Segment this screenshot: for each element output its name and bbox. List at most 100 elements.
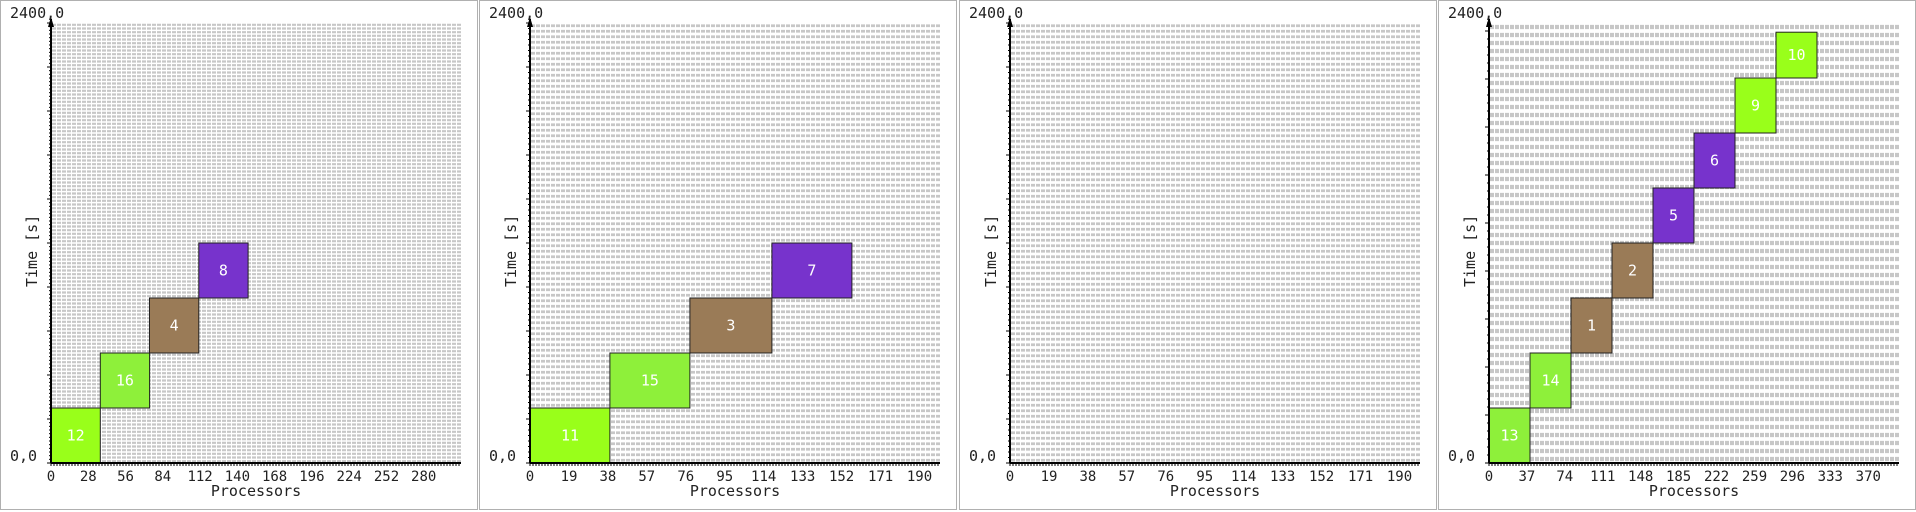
job-label: 13 [1500,427,1518,445]
x-tick-label: 133 [1270,469,1295,485]
job-label: 15 [641,372,659,390]
job-label: 3 [726,317,735,335]
job-label: 2 [1628,262,1637,280]
x-tick-label: 0 [1485,469,1493,485]
job-label: 10 [1787,46,1805,64]
chart-panel-3: 0 19 38 57 76 95 114 133 152 171 190 2400,0 0,0 Time … [959,0,1437,510]
job-box-14 [1529,352,1572,409]
grid-rows [52,23,461,463]
x-tick-label: 333 [1818,469,1843,485]
x-tick-label: 171 [868,469,893,485]
grid-rows [531,24,940,462]
origin-label: 0,0 [1448,447,1476,465]
y-axis-label: Time [s] [1461,214,1479,287]
job-label: 4 [170,317,179,335]
x-tick-label: 74 [1556,469,1573,485]
job-box-16 [99,352,151,409]
y-max-label: 2400,0 [1448,4,1503,22]
job-label: 1 [1587,317,1596,335]
x-tick-label: 112 [187,469,212,485]
x-tick-label: 190 [1387,469,1412,485]
x-tick-label: 76 [677,469,694,485]
y-max-label: 2400,0 [969,4,1024,22]
x-axis-label: Processors [210,482,302,500]
job-box-8 [198,242,249,299]
x-tick-label: 196 [299,469,324,485]
chart-svg: 0 19 38 57 76 95 114 133 152 171 190 [1006,17,1420,485]
x-axis-label: Processors [1169,482,1261,500]
job-label: 14 [1541,372,1559,390]
y-axis-arrow [1007,17,1013,27]
job-label: 16 [116,372,134,390]
chart-panel-4: 13 14 1 2 5 6 9 10 0 37 74 111 148 185 222 259 296 333 370… [1438,0,1916,510]
x-tick-label: 370 [1856,469,1881,485]
x-axis-label: Processors [689,482,781,500]
origin-label: 0,0 [489,447,517,465]
x-tick-label: 140 [225,469,250,485]
x-tick-label: 111 [1590,469,1615,485]
x-tick-label: 28 [80,469,97,485]
chart-svg: 11 15 3 7 0 19 38 57 76 95 114 133 152 171 190 [526,17,940,485]
y-axis-label: Time [s] [23,214,41,287]
job-box-1 [1570,297,1613,354]
y-axis-arrow [527,17,533,27]
x-axis-label: Processors [1648,482,1740,500]
job-box-9 [1734,77,1777,134]
x-tick-label: 133 [790,469,815,485]
y-max-label: 2400,0 [489,4,544,22]
x-tick-label: 19 [1041,469,1058,485]
job-label: 12 [67,427,85,445]
x-tick-label: 0 [1006,469,1014,485]
x-tick-label: 259 [1742,469,1767,485]
x-tick-label: 222 [1704,469,1729,485]
grid-rows [1011,24,1420,462]
x-tick-label: 148 [1628,469,1653,485]
x-tick-label: 224 [337,469,362,485]
job-label: 6 [1710,152,1719,170]
job-box-5 [1652,187,1695,244]
x-tick-label: 19 [561,469,578,485]
x-tick-label: 76 [1157,469,1174,485]
x-tick-label: 152 [1309,469,1334,485]
y-axis-label: Time [s] [982,214,1000,287]
x-tick-label: 296 [1780,469,1805,485]
chart-svg: 13 14 1 2 5 6 9 10 0 37 74 111 148 185 222 259 296 333 370 [1485,17,1899,485]
x-tick-label: 57 [1118,469,1135,485]
grid-rows [1490,24,1899,462]
y-max-label: 2400,0 [10,4,65,22]
x-tick-label: 252 [374,469,399,485]
x-tick-label: 56 [117,469,134,485]
x-tick-label: 38 [1079,469,1096,485]
y-axis-label: Time [s] [502,214,520,287]
x-tick-label: 114 [1231,469,1256,485]
x-tick-label: 84 [154,469,171,485]
x-tick-label: 38 [599,469,616,485]
x-tick-label: 190 [907,469,932,485]
job-box-4 [149,297,200,354]
job-box-2 [1611,242,1654,299]
job-box-3 [689,297,773,354]
x-tick-label: 0 [526,469,534,485]
x-tick-label: 171 [1348,469,1373,485]
x-tick-label: 280 [411,469,436,485]
x-tick-label: 185 [1666,469,1691,485]
x-tick-label: 152 [829,469,854,485]
job-box-15 [609,352,691,409]
x-tick-label: 114 [751,469,776,485]
x-tick-label: 95 [1196,469,1213,485]
x-tick-label: 57 [638,469,655,485]
x-tick-label: 95 [716,469,733,485]
y-axis-arrow [48,17,54,27]
job-label: 11 [561,427,579,445]
chart-svg: 12 16 4 8 0 28 56 84 112 140 168 196 224 252 280 [47,17,461,485]
job-label: 5 [1669,207,1678,225]
job-box-7 [771,242,853,299]
y-axis-arrow [1486,17,1492,27]
origin-label: 0,0 [969,447,997,465]
x-tick-label: 37 [1518,469,1535,485]
job-label: 8 [219,262,228,280]
job-label: 9 [1751,97,1760,115]
x-tick-label: 0 [47,469,55,485]
job-box-11 [529,407,611,464]
